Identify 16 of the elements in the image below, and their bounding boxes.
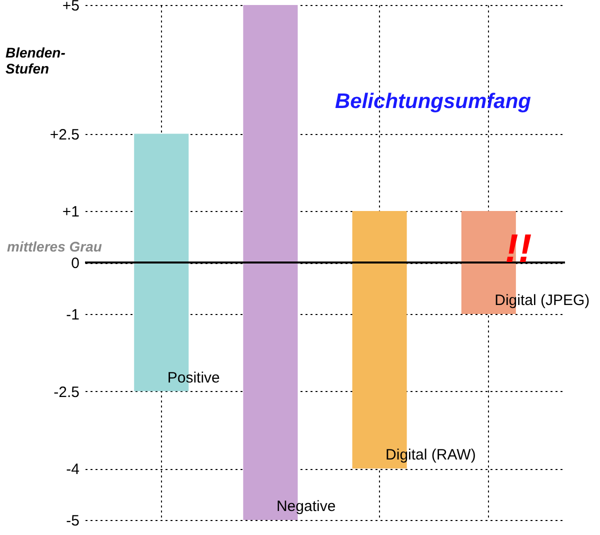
x-tick-label: Negative [276, 498, 336, 515]
y-tick-label: -1 [66, 306, 80, 324]
ref-line-label: mittleres Grau [7, 238, 102, 254]
y-axis-title: Blenden-Stufen [6, 44, 66, 76]
x-tick-label: Digital (JPEG) [494, 292, 590, 309]
y-tick-label: -5 [66, 512, 80, 530]
x-tick-label: Digital (RAW) [386, 446, 476, 464]
y-tick-label: -2.5 [54, 384, 80, 401]
text: Belichtungsumfang [335, 90, 532, 113]
y-tick-label: -4 [66, 461, 80, 478]
annotation: !! [505, 227, 532, 271]
y-tick-label: +2.5 [50, 126, 80, 144]
y-tick-label: +1 [62, 204, 80, 220]
y-tick-label: 0 [71, 255, 80, 272]
x-tick-label: Positive [167, 369, 220, 386]
y-tick-label: +5 [62, 0, 80, 14]
